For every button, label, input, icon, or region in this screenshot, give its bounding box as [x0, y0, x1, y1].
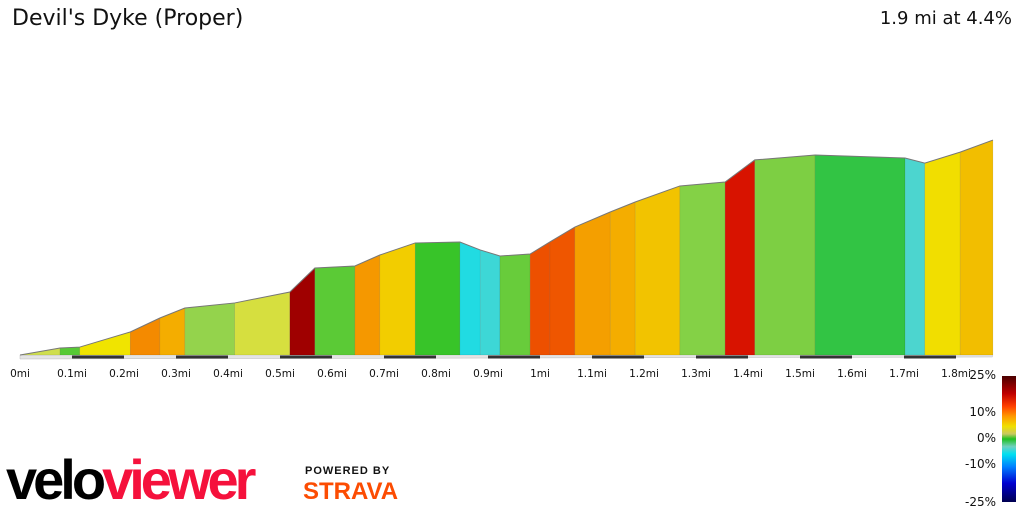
x-tick-label: 0.9mi: [473, 368, 503, 380]
profile-segment: [609, 201, 636, 356]
x-tick-label: 1.5mi: [785, 368, 815, 380]
profile-segment: [549, 226, 576, 356]
profile-segment: [459, 241, 481, 356]
veloviewer-logo[interactable]: veloviewer: [6, 452, 256, 508]
profile-segment: [354, 254, 381, 356]
x-axis-ticks: 0mi 0.1mi 0.2mi 0.3mi 0.4mi 0.5mi 0.6mi 0.7mi 0.…: [10, 368, 971, 380]
strava-logo[interactable]: STRAVA: [303, 478, 399, 505]
x-tick-label: 1mi: [530, 368, 550, 380]
profile-segment: [314, 265, 356, 356]
gradient-legend-bar: [1002, 376, 1016, 502]
profile-segment: [289, 267, 316, 356]
x-tick-label: 0.4mi: [213, 368, 243, 380]
base-mile-marker: [72, 355, 124, 359]
legend-label-25: 25%: [969, 368, 996, 382]
legend-label-0: 0%: [976, 431, 996, 445]
x-tick-label: 1.7mi: [889, 368, 919, 380]
segment-title: Devil's Dyke (Proper): [12, 6, 244, 31]
profile-outline: [19, 139, 994, 356]
x-tick-label: 0.3mi: [161, 368, 191, 380]
profile-segment: [959, 139, 994, 356]
profile-segments: [19, 139, 994, 356]
profile-segment: [904, 157, 926, 356]
x-tick-label: 0.1mi: [57, 368, 87, 380]
segment-summary: 1.9 mi at 4.4%: [879, 8, 1012, 29]
legend-label-neg10: -10%: [964, 457, 996, 471]
x-tick-label: 1.1mi: [577, 368, 607, 380]
profile-segment: [414, 241, 461, 356]
x-tick-label: 0.2mi: [109, 368, 139, 380]
base-mile-marker: [488, 355, 540, 359]
x-tick-label: 1.3mi: [681, 368, 711, 380]
x-tick-label: 1.6mi: [837, 368, 867, 380]
x-tick-label: 0.5mi: [265, 368, 295, 380]
base-mile-marker: [592, 355, 644, 359]
base-mile-marker: [384, 355, 436, 359]
profile-segment: [679, 181, 726, 356]
base-mile-marker: [280, 355, 332, 359]
profile-segment: [499, 253, 531, 356]
base-mile-marker: [696, 355, 748, 359]
base-mile-marker: [176, 355, 228, 359]
profile-segment: [529, 241, 551, 356]
legend-label-10: 10%: [969, 405, 996, 419]
profile-segment: [79, 331, 131, 356]
profile-segment: [184, 302, 236, 356]
profile-segment: [634, 185, 681, 356]
powered-by-label: POWERED BY: [305, 465, 391, 477]
logo-velo: velo: [6, 448, 106, 511]
profile-segment: [754, 154, 816, 356]
x-tick-label: 0.6mi: [317, 368, 347, 380]
profile-segment: [574, 211, 611, 356]
profile-segment: [724, 159, 756, 356]
profile-segment: [814, 154, 906, 356]
profile-segment: [924, 151, 961, 356]
x-tick-label: 0mi: [10, 368, 30, 380]
x-tick-label: 1.8mi: [941, 368, 971, 380]
profile-segment: [159, 307, 186, 356]
profile-segment: [129, 317, 161, 356]
x-tick-label: 1.4mi: [733, 368, 763, 380]
x-tick-label: 1.2mi: [629, 368, 659, 380]
elevation-profile-chart: 0mi 0.1mi 0.2mi 0.3mi 0.4mi 0.5mi 0.6mi 0.7mi 0.…: [10, 139, 994, 380]
base-mile-marker: [800, 355, 852, 359]
x-tick-label: 0.7mi: [369, 368, 399, 380]
profile-segment: [379, 242, 416, 356]
profile-segment: [479, 249, 501, 356]
logo-viewer: viewer: [102, 448, 256, 511]
base-mile-marker: [904, 355, 956, 359]
legend-label-neg25: -25%: [964, 495, 996, 509]
x-tick-label: 0.8mi: [421, 368, 451, 380]
